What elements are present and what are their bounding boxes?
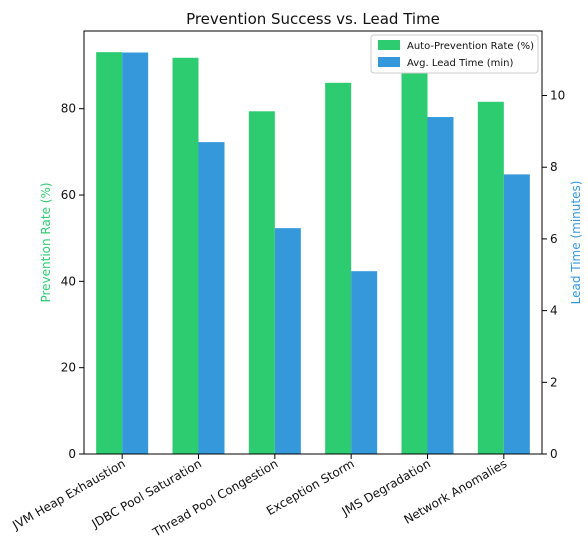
bar-prevention-rate-jms-degradation [401,63,428,455]
left-tick-label: 0 [68,447,76,461]
chart-title: Prevention Success vs. Lead Time [186,10,440,28]
legend-box [370,34,539,74]
bar-lead-time-jdbc-pool-saturation [198,142,225,454]
legend-label-prevention-rate: Auto-Prevention Rate (%) [407,41,534,52]
right-tick-label: 8 [550,160,558,174]
left-tick-label: 60 [61,188,76,202]
right-tick-label: 4 [550,304,558,318]
legend: Auto-Prevention Rate (%) Avg. Lead Time … [370,34,539,74]
bar-lead-time-jms-degradation [427,117,454,454]
bar-lead-time-exception-storm [351,271,378,454]
left-axis-label: Prevention Rate (%) [39,182,53,302]
left-tick-label: 40 [61,274,76,288]
bar-lead-time-network-anomalies [503,174,530,454]
left-tick-label: 80 [61,102,76,116]
bar-prevention-rate-jvm-heap-exhaustion [96,52,123,455]
bar-prevention-rate-network-anomalies [477,101,504,455]
right-axis-label: Lead Time (minutes) [569,181,583,305]
bar-prevention-rate-exception-storm [325,82,352,454]
bar-prevention-rate-jdbc-pool-saturation [172,57,199,454]
legend-label-lead-time: Avg. Lead Time (min) [407,58,513,69]
right-tick-label: 6 [550,232,558,246]
right-axis: 0 2 4 6 8 10 [542,89,565,461]
bar-prevention-rate-thread-pool-congestion [248,111,275,454]
legend-swatch-lead-time [378,57,400,67]
plot-frame [83,30,543,455]
bars-group [96,52,530,455]
left-tick-label: 20 [61,361,76,375]
bar-lead-time-jvm-heap-exhaustion [122,52,149,454]
right-tick-label: 10 [550,89,565,103]
bar-lead-time-thread-pool-congestion [274,228,301,454]
right-tick-label: 0 [550,447,558,461]
legend-swatch-prevention-rate [378,40,400,50]
x-tick-label-thread-pool-congestion: Thread Pool Congestion [150,456,281,540]
left-axis: 0 20 40 60 80 [61,102,84,461]
right-tick-label: 2 [550,375,558,389]
